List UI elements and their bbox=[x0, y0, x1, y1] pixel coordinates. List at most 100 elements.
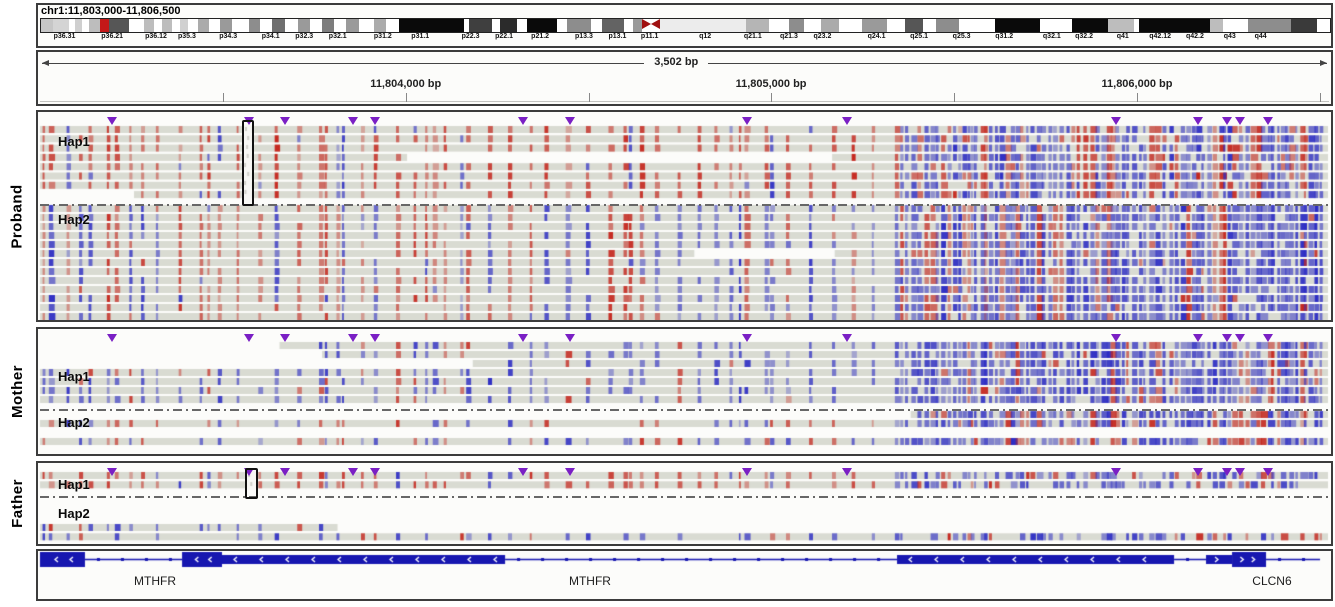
variant-marker-icon[interactable] bbox=[1234, 468, 1245, 476]
variant-marker-icon[interactable] bbox=[348, 117, 359, 125]
variant-marker-icon[interactable] bbox=[243, 468, 254, 476]
cytoband-band bbox=[108, 19, 129, 32]
cytoband-band bbox=[862, 19, 887, 32]
variant-marker-icon[interactable] bbox=[369, 334, 380, 342]
hap-group-label: Hap1 bbox=[58, 369, 90, 384]
gene-model-canvas[interactable] bbox=[38, 551, 1331, 599]
cytoband-label: p13.1 bbox=[608, 33, 627, 40]
cytoband-label: q44 bbox=[1254, 33, 1267, 40]
variant-marker-icon[interactable] bbox=[1221, 334, 1232, 342]
cytoband-band bbox=[566, 19, 592, 32]
cytoband-band bbox=[220, 19, 232, 32]
variant-marker-icon[interactable] bbox=[106, 468, 117, 476]
ruler-tick bbox=[771, 93, 773, 102]
cytoband-label: p22.1 bbox=[495, 33, 513, 40]
mother-panel: Hap1 Hap2 bbox=[36, 327, 1333, 456]
cytoband-label: p22.3 bbox=[461, 33, 480, 40]
cytoband-band bbox=[468, 19, 493, 32]
cytoband-band bbox=[1291, 19, 1318, 32]
gene-track-panel: MTHFR MTHFR CLCN6 bbox=[36, 549, 1333, 601]
haplotype-separator bbox=[40, 496, 1329, 498]
variant-marker-icon[interactable] bbox=[279, 334, 290, 342]
variant-marker-icon[interactable] bbox=[348, 468, 359, 476]
ruler-span-label: 3,502 bp bbox=[644, 56, 709, 68]
variant-marker-icon[interactable] bbox=[243, 334, 254, 342]
cytoband-label: q43 bbox=[1223, 33, 1236, 40]
variant-marker-icon[interactable] bbox=[1221, 117, 1232, 125]
variant-marker-icon[interactable] bbox=[564, 468, 575, 476]
cytoband-label: q42.2 bbox=[1185, 33, 1204, 40]
cytoband-label: p36.12 bbox=[145, 33, 167, 40]
father-panel: Hap1 Hap2 bbox=[36, 461, 1333, 546]
variant-marker-icon[interactable] bbox=[741, 117, 752, 125]
cytoband-band bbox=[904, 19, 923, 32]
ruler-tick-label: 11,805,000 bp bbox=[735, 78, 807, 90]
variant-marker-icon[interactable] bbox=[1110, 334, 1121, 342]
variant-marker-icon[interactable] bbox=[1263, 468, 1274, 476]
variant-marker-icon[interactable] bbox=[1110, 117, 1121, 125]
right-arrow-icon bbox=[1320, 60, 1327, 66]
variant-marker-icon[interactable] bbox=[1234, 117, 1245, 125]
cytoband-label: q32.2 bbox=[1075, 33, 1094, 40]
ruler-panel[interactable]: 3,502 bp 11,804,000 bp 11,805,000 bp 11,… bbox=[36, 50, 1333, 106]
cytoband-band bbox=[788, 19, 805, 32]
cytoband-label: q21.3 bbox=[779, 33, 798, 40]
mother-pileup[interactable] bbox=[38, 329, 1331, 454]
ruler-tick bbox=[405, 93, 407, 102]
variant-marker-icon[interactable] bbox=[842, 468, 852, 476]
variant-marker-icon[interactable] bbox=[564, 117, 575, 125]
cytoband-band bbox=[198, 19, 209, 32]
highlight-box bbox=[245, 468, 259, 499]
variant-marker-icon[interactable] bbox=[106, 334, 117, 342]
variant-marker-icon[interactable] bbox=[369, 117, 380, 125]
cytoband-label: q25.1 bbox=[910, 33, 929, 40]
variant-marker-icon[interactable] bbox=[1192, 117, 1203, 125]
chromosome-ideogram[interactable] bbox=[40, 18, 1331, 33]
cytoband-band bbox=[994, 19, 1040, 32]
gene-label: MTHFR bbox=[134, 574, 177, 588]
cytoband-band bbox=[526, 19, 557, 32]
cytoband-label: p32.3 bbox=[295, 33, 314, 40]
cytoband-band bbox=[180, 19, 188, 32]
father-pileup[interactable] bbox=[38, 463, 1331, 544]
cytoband-label: p34.3 bbox=[219, 33, 238, 40]
variant-marker-icon[interactable] bbox=[842, 117, 852, 125]
variant-marker-icon[interactable] bbox=[1263, 117, 1274, 125]
variant-marker-icon[interactable] bbox=[564, 334, 575, 342]
locus-marker bbox=[99, 19, 109, 32]
cytoband-band bbox=[659, 19, 747, 32]
mother-track-label: Mother bbox=[8, 365, 26, 418]
cytoband-band bbox=[144, 19, 155, 32]
gene-label: MTHFR bbox=[568, 574, 611, 588]
gene-label: CLCN6 bbox=[1252, 574, 1292, 588]
variant-marker-icon[interactable] bbox=[741, 334, 752, 342]
cytoband-band bbox=[601, 19, 624, 32]
cytoband-band bbox=[297, 19, 311, 32]
cytoband-label: q31.2 bbox=[995, 33, 1014, 40]
variant-marker-icon[interactable] bbox=[1192, 468, 1203, 476]
variant-marker-icon[interactable] bbox=[1263, 334, 1274, 342]
variant-marker-icon[interactable] bbox=[369, 468, 380, 476]
variant-marker-icon[interactable] bbox=[1192, 334, 1203, 342]
cytoband-label: p31.2 bbox=[373, 33, 392, 40]
variant-marker-icon[interactable] bbox=[1110, 468, 1121, 476]
variant-marker-icon[interactable] bbox=[1221, 468, 1232, 476]
cytoband-label: q23.2 bbox=[813, 33, 832, 40]
variant-marker-icon[interactable] bbox=[741, 468, 752, 476]
proband-pileup[interactable] bbox=[38, 112, 1331, 320]
variant-marker-icon[interactable] bbox=[279, 117, 290, 125]
variant-marker-icon[interactable] bbox=[517, 117, 528, 125]
variant-marker-icon[interactable] bbox=[348, 334, 359, 342]
cytoband-band bbox=[1108, 19, 1135, 32]
variant-marker-icon[interactable] bbox=[517, 334, 528, 342]
cytoband-band bbox=[746, 19, 770, 32]
proband-panel: Hap1 Hap2 bbox=[36, 110, 1333, 322]
centromere-icon bbox=[641, 19, 651, 29]
variant-marker-icon[interactable] bbox=[106, 117, 117, 125]
variant-marker-icon[interactable] bbox=[279, 468, 290, 476]
cytoband-band bbox=[935, 19, 959, 32]
variant-marker-icon[interactable] bbox=[842, 334, 852, 342]
variant-marker-icon[interactable] bbox=[1234, 334, 1245, 342]
variant-marker-icon[interactable] bbox=[517, 468, 528, 476]
